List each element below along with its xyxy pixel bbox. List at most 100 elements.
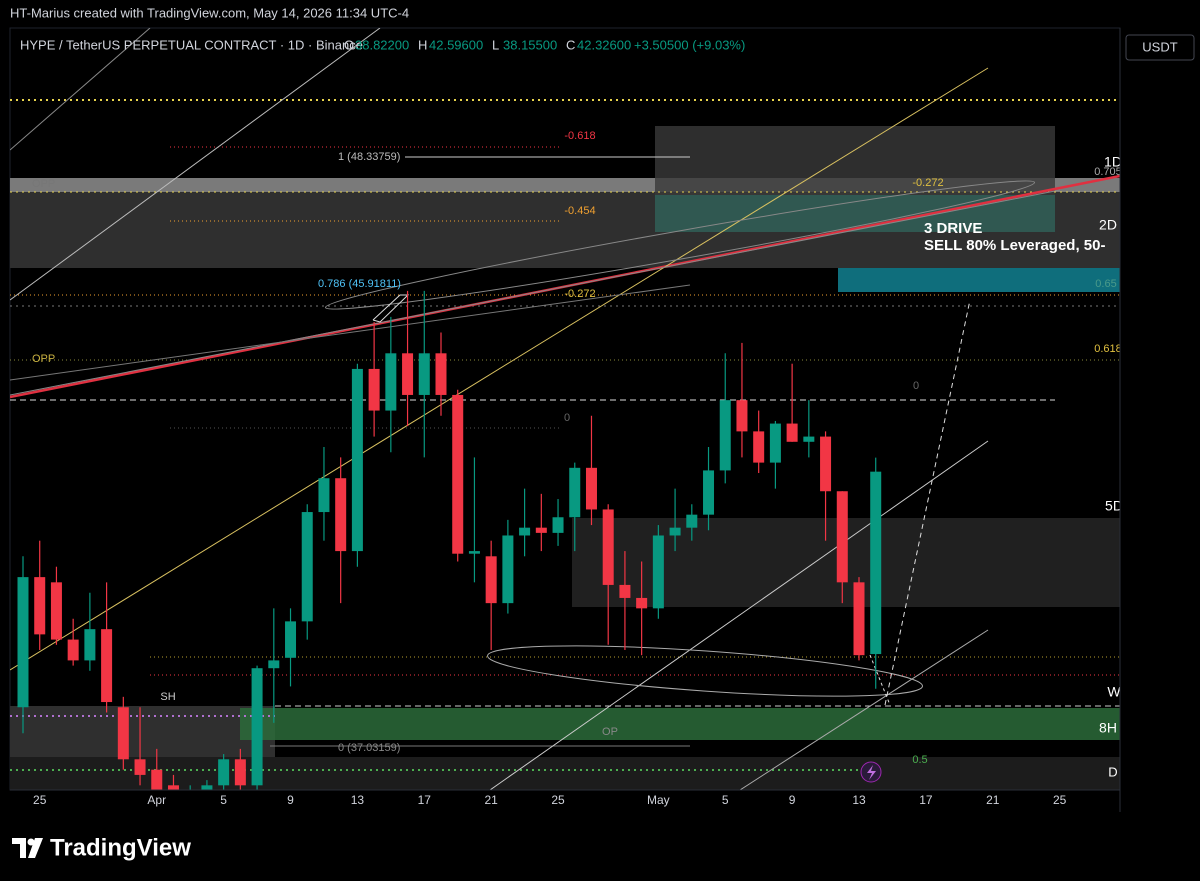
candle-body — [703, 470, 715, 515]
candle-body — [234, 759, 246, 786]
candle-body — [636, 597, 648, 609]
candle-body — [602, 509, 614, 585]
ohlc-change: +3.50500 (+9.03%) — [634, 37, 745, 52]
ohlc-value: 38.15500 — [503, 37, 557, 52]
candle-body — [418, 353, 430, 395]
annotation: OPP — [32, 353, 55, 365]
annotation: 0.65 — [1095, 278, 1116, 290]
candle-body — [67, 639, 79, 661]
ellipse — [487, 645, 923, 697]
annotation: 3 DRIVE — [924, 220, 982, 237]
annotation: 2D — [1099, 217, 1117, 233]
event-icon-bolt — [867, 765, 876, 780]
candle-body — [435, 353, 447, 395]
candle-body — [251, 668, 263, 786]
annotation: OP — [602, 726, 618, 738]
annotation: 0 (37.03159) — [338, 742, 400, 754]
zone — [240, 708, 1120, 740]
logo-mark — [28, 838, 43, 858]
x-tick-label: 13 — [351, 793, 365, 807]
trend-line — [10, 189, 1061, 396]
zone — [10, 706, 275, 757]
ellipse — [324, 180, 1036, 310]
x-tick-label: 25 — [33, 793, 47, 807]
candle-body — [686, 514, 698, 528]
candle-body — [318, 478, 330, 513]
x-tick-label: 5 — [722, 793, 729, 807]
projection — [884, 299, 971, 706]
logo-mark — [12, 838, 26, 858]
annotation: OPP — [32, 178, 55, 190]
candle-body — [301, 512, 313, 622]
candle-body — [452, 394, 464, 554]
x-tick-label: 21 — [484, 793, 498, 807]
zone — [838, 268, 1120, 292]
ohlc-value: 38.82200 — [355, 37, 409, 52]
candle-body — [652, 535, 664, 609]
x-tick-label: 17 — [919, 793, 933, 807]
x-tick-label: 17 — [418, 793, 432, 807]
candle-body — [268, 660, 280, 669]
price-axis — [1120, 28, 1200, 812]
candle-body — [619, 584, 631, 598]
candle-body — [101, 629, 113, 703]
candle-body — [201, 785, 213, 790]
candle-body — [218, 759, 230, 786]
annotation: 1D — [1104, 154, 1122, 170]
x-tick-label: 25 — [1053, 793, 1067, 807]
ohlc-label: L — [492, 37, 499, 52]
x-tick-label: 25 — [551, 793, 565, 807]
candle-body — [753, 431, 765, 463]
annotation: 5D — [1105, 498, 1123, 514]
candle-body — [820, 436, 832, 492]
candle-body — [368, 368, 380, 411]
ohlc-label: H — [418, 37, 427, 52]
annotation: 0 — [913, 380, 919, 392]
x-tick-label: 9 — [789, 793, 796, 807]
candle-body — [151, 769, 163, 790]
ohlc-legend: O 38.82200 H 42.59600 L 38.15500 C 42.32600 +3.5… — [344, 37, 745, 52]
annotation: 0 — [564, 412, 570, 424]
candle-body — [585, 467, 597, 510]
candle-body — [853, 582, 865, 656]
projection — [869, 654, 891, 706]
annotation: -0.272 — [912, 177, 943, 189]
logo: TradingView — [12, 834, 191, 861]
x-tick-label: 5 — [220, 793, 227, 807]
candle-body — [569, 467, 581, 518]
logo-mark — [27, 838, 35, 846]
logo-text: TradingView — [50, 834, 191, 861]
drawings: -0.618 1 (48.33759) OPP -0.454 -0.272 3 DRIVE… — [10, 28, 1120, 790]
annotation: D — [1108, 764, 1117, 779]
ohlc-value: 42.32600 — [577, 37, 631, 52]
annotation: SH — [160, 691, 175, 703]
candle-body — [719, 400, 731, 471]
annotation: W — [1107, 684, 1121, 700]
candle-body — [117, 707, 129, 760]
credit: HT-Marius created with TradingView.com, … — [10, 5, 409, 20]
candle-body — [351, 368, 363, 552]
trend-line — [10, 284, 691, 381]
candle-body — [535, 527, 547, 533]
currency-box[interactable] — [1125, 34, 1195, 61]
annotation: 0.5 — [912, 754, 927, 766]
candle-body — [385, 353, 397, 411]
candle-body — [84, 629, 96, 661]
candle-body — [803, 436, 815, 442]
ohlc-label: C — [566, 37, 575, 52]
zone — [10, 757, 1120, 790]
trend-line — [10, 28, 151, 151]
candle-body — [50, 582, 62, 640]
candle-body — [769, 423, 781, 463]
candle-body — [786, 423, 798, 442]
candle-body — [402, 353, 414, 395]
currency: USDT — [1142, 39, 1177, 54]
candle-body — [167, 785, 179, 790]
symbol: HYPE / TetherUS PERPETUAL CONTRACT · 1D … — [20, 37, 363, 52]
x-tick-label: 13 — [852, 793, 866, 807]
trend-line — [489, 440, 989, 790]
candle-body — [552, 517, 564, 533]
annotation: 1 (48.33759) — [338, 151, 400, 163]
annotation: 0.705 — [1094, 166, 1122, 178]
